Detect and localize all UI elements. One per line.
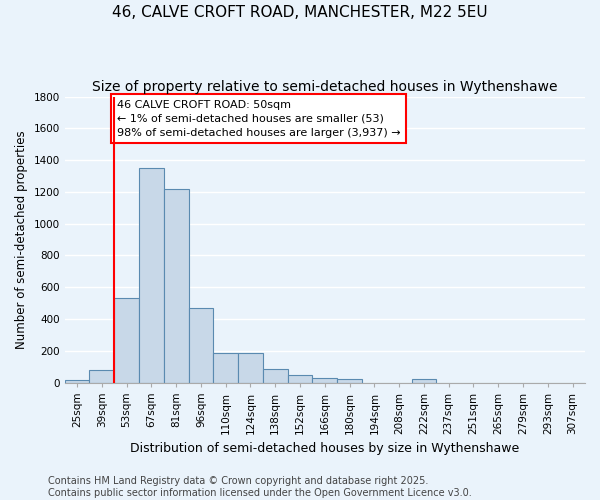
Bar — [287, 376, 313, 382]
Bar — [263, 369, 287, 382]
Bar — [313, 378, 337, 382]
Bar — [89, 370, 114, 382]
Y-axis label: Number of semi-detached properties: Number of semi-detached properties — [15, 130, 28, 349]
Bar — [188, 308, 214, 382]
Bar — [238, 353, 263, 382]
Bar — [114, 298, 139, 382]
Bar — [164, 188, 188, 382]
X-axis label: Distribution of semi-detached houses by size in Wythenshawe: Distribution of semi-detached houses by … — [130, 442, 520, 455]
Text: Contains HM Land Registry data © Crown copyright and database right 2025.
Contai: Contains HM Land Registry data © Crown c… — [48, 476, 472, 498]
Text: 46, CALVE CROFT ROAD, MANCHESTER, M22 5EU: 46, CALVE CROFT ROAD, MANCHESTER, M22 5E… — [112, 5, 488, 20]
Bar — [65, 380, 89, 382]
Text: 46 CALVE CROFT ROAD: 50sqm
← 1% of semi-detached houses are smaller (53)
98% of : 46 CALVE CROFT ROAD: 50sqm ← 1% of semi-… — [117, 100, 400, 138]
Bar — [337, 380, 362, 382]
Title: Size of property relative to semi-detached houses in Wythenshawe: Size of property relative to semi-detach… — [92, 80, 557, 94]
Bar — [214, 353, 238, 382]
Bar — [139, 168, 164, 382]
Bar — [412, 380, 436, 382]
